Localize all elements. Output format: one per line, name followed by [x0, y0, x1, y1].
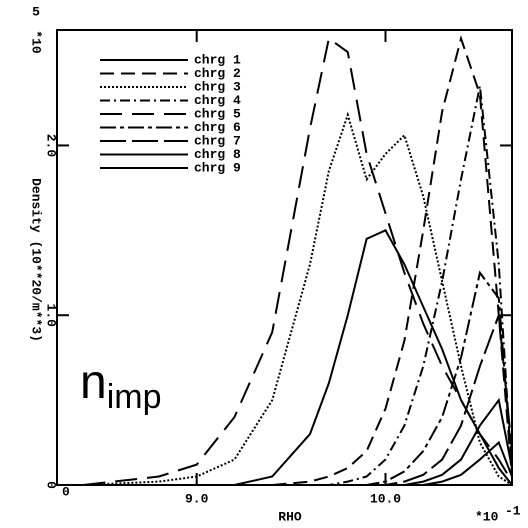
legend-label: chrg 4 [194, 93, 241, 108]
annotation: nimp [80, 356, 162, 416]
x-axis-label: RHO [278, 509, 302, 524]
legend-label: chrg 2 [194, 66, 241, 81]
annotation-subscript: imp [107, 378, 162, 416]
legend-label: chrg 3 [194, 79, 241, 94]
legend-label: chrg 5 [194, 106, 241, 121]
x-multiplier: *10 [475, 509, 499, 524]
y-multiplier: *10 [29, 30, 44, 54]
y-tick-label: 1.0 [44, 304, 59, 328]
series-line [83, 85, 513, 486]
y-tick-label: 2.0 [44, 134, 59, 158]
x-tick-label: 10.0 [370, 491, 401, 506]
x-exponent: -1 [505, 503, 521, 518]
legend-label: chrg 8 [194, 147, 241, 162]
legend-label: chrg 1 [194, 52, 241, 67]
y-exponent: 5 [32, 4, 40, 19]
y-tick-label: 0 [44, 481, 59, 489]
legend-label: chrg 9 [194, 160, 241, 175]
x-tick-label: 9.0 [185, 491, 209, 506]
x-origin-label: 0 [62, 484, 70, 499]
legend-label: chrg 7 [194, 133, 241, 148]
series-line [83, 36, 513, 486]
y-axis-label: Density (10**20/m**3) [29, 178, 44, 342]
series-line [83, 111, 513, 486]
annotation-text: n [80, 356, 107, 409]
series-line [83, 440, 513, 486]
legend-label: chrg 6 [194, 120, 241, 135]
